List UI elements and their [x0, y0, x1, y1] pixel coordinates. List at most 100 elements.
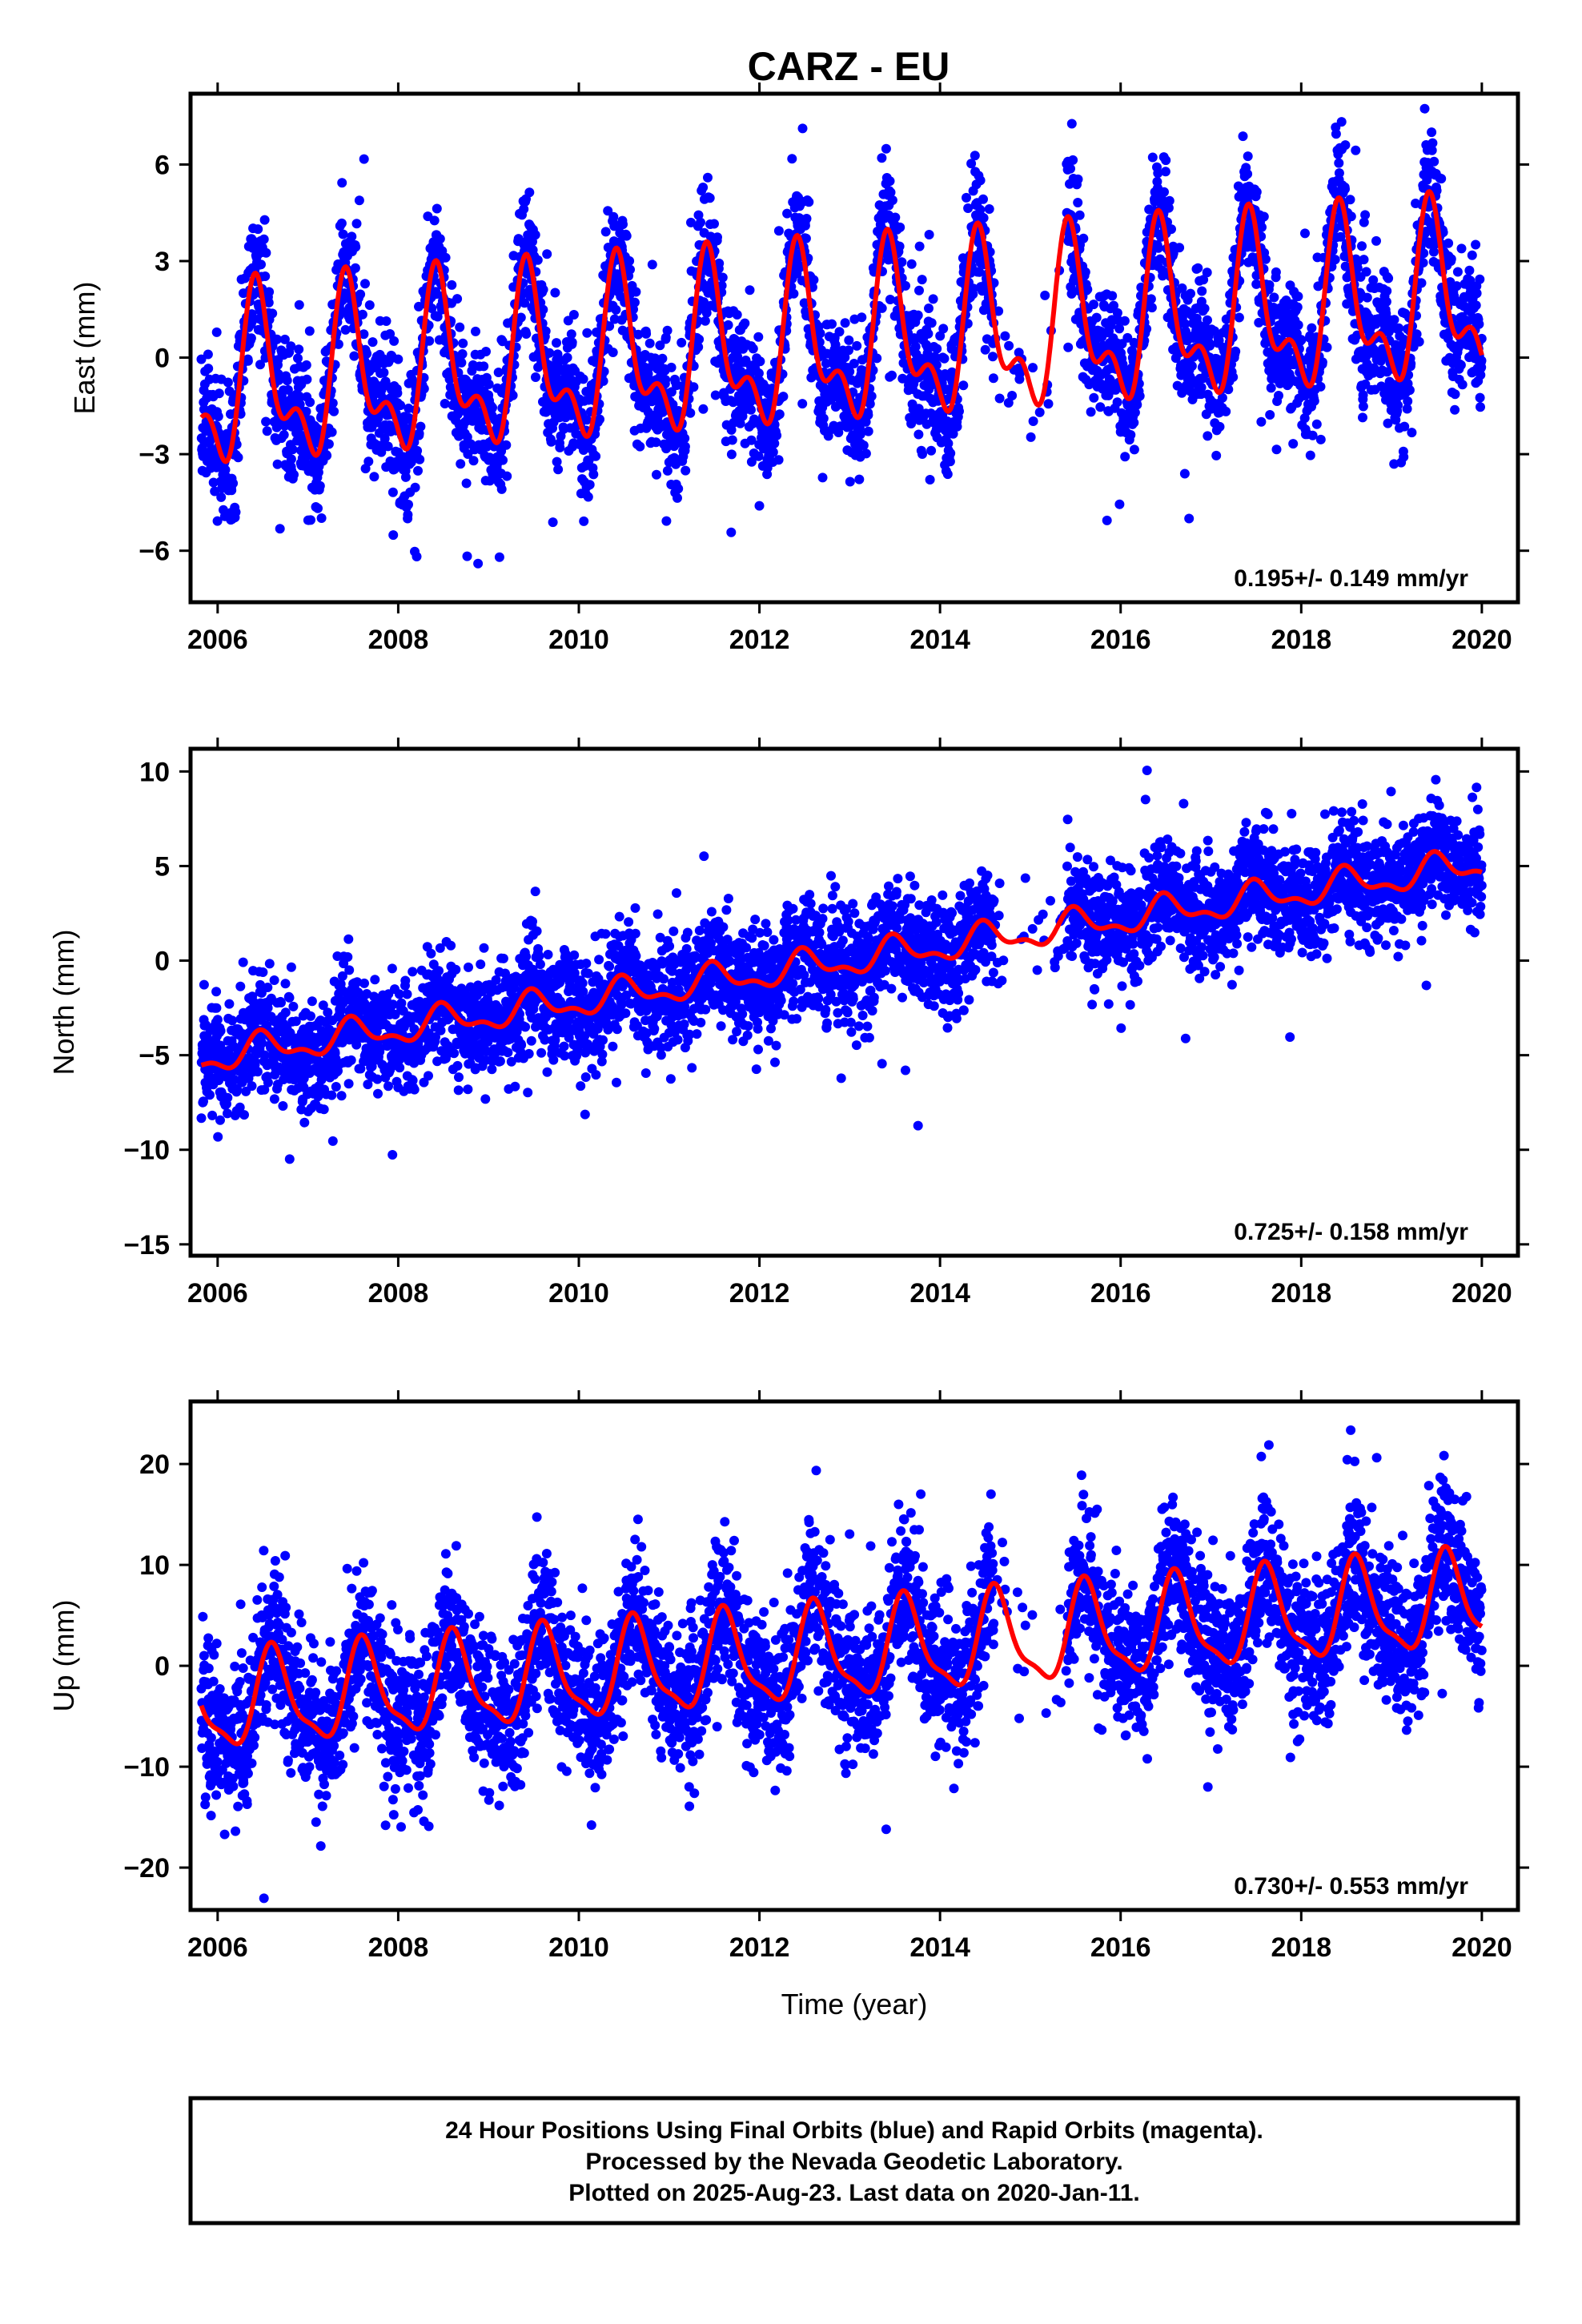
data-point [1132, 400, 1142, 410]
data-point [494, 552, 504, 562]
data-point [858, 440, 869, 451]
data-point [363, 456, 374, 467]
data-point [696, 217, 705, 227]
data-point [496, 484, 507, 494]
data-point [1293, 320, 1303, 330]
data-point [228, 478, 239, 489]
data-point [844, 335, 854, 345]
data-point [661, 516, 672, 526]
data-point [355, 289, 366, 300]
data-point [294, 344, 304, 355]
data-point [502, 471, 512, 481]
data-point [287, 444, 298, 455]
x-tick-label: 2018 [1271, 625, 1331, 655]
data-point [740, 318, 750, 328]
data-point [279, 430, 289, 440]
data-point [885, 176, 895, 187]
data-point [1358, 401, 1368, 412]
data-point [1307, 430, 1318, 440]
data-point [410, 482, 420, 493]
data-point [532, 255, 543, 265]
data-point [857, 312, 867, 323]
data-point [1228, 372, 1239, 382]
data-point [978, 194, 988, 204]
data-point [621, 231, 632, 241]
data-point [1467, 250, 1477, 260]
data-point [381, 316, 391, 326]
data-point [600, 227, 611, 237]
data-point [1283, 346, 1294, 356]
data-point [1456, 360, 1466, 370]
data-point [881, 143, 891, 154]
data-point [1271, 444, 1282, 455]
data-point [789, 288, 799, 299]
data-point [863, 426, 873, 436]
data-point [211, 987, 222, 997]
data-point [550, 287, 560, 298]
data-point [1475, 392, 1485, 403]
y-tick-label: −6 [139, 537, 170, 567]
data-point [755, 356, 765, 367]
data-point [1043, 399, 1054, 409]
data-point [247, 1081, 257, 1092]
data-point [827, 319, 837, 329]
y-tick-label: −3 [139, 440, 170, 470]
data-point [473, 558, 484, 569]
data-point [797, 123, 808, 134]
data-point [917, 449, 927, 459]
data-point [279, 334, 290, 344]
data-point [263, 1077, 273, 1088]
data-point [253, 224, 263, 235]
data-point [1393, 400, 1403, 411]
data-point [1315, 434, 1326, 444]
data-point [1311, 419, 1322, 429]
data-point [631, 287, 641, 297]
data-point [1166, 224, 1176, 235]
data-point [1174, 243, 1185, 253]
data-point [203, 364, 214, 374]
data-point [1336, 117, 1347, 127]
data-point [212, 1015, 223, 1025]
data-point [932, 344, 942, 354]
data-point [1436, 174, 1447, 184]
data-point [583, 492, 593, 502]
data-point [261, 247, 271, 258]
x-tick-label: 2016 [1090, 625, 1151, 655]
data-point [553, 464, 564, 475]
data-point [276, 998, 286, 1007]
data-point [1161, 155, 1171, 166]
data-point [360, 279, 370, 289]
data-point [262, 426, 272, 436]
data-point [435, 234, 445, 244]
data-point [252, 1067, 263, 1077]
data-point [1146, 294, 1156, 304]
data-point [1203, 315, 1212, 325]
data-point [369, 472, 379, 482]
data-point [208, 477, 219, 488]
east-axis-label: East (mm) [68, 282, 101, 415]
data-point [327, 1136, 338, 1146]
data-point [313, 503, 323, 513]
data-point [809, 275, 819, 285]
data-point [203, 349, 213, 360]
data-point [1074, 210, 1085, 220]
data-point [928, 294, 938, 304]
data-point [591, 451, 601, 461]
data-point [1407, 428, 1417, 438]
x-tick-label: 2020 [1452, 625, 1512, 655]
data-point [647, 259, 657, 270]
data-point [975, 175, 986, 186]
data-point [1359, 255, 1369, 265]
y-tick-label: 0 [155, 344, 170, 374]
x-tick-label: 2006 [187, 625, 248, 655]
data-point [1146, 303, 1157, 313]
data-point [924, 230, 934, 239]
data-point [501, 440, 512, 450]
data-point [284, 1154, 295, 1164]
data-point [319, 1104, 329, 1115]
data-point [1383, 273, 1394, 283]
data-point [625, 264, 635, 275]
data-point [840, 318, 850, 328]
data-point [263, 297, 274, 308]
data-point [1243, 151, 1253, 162]
